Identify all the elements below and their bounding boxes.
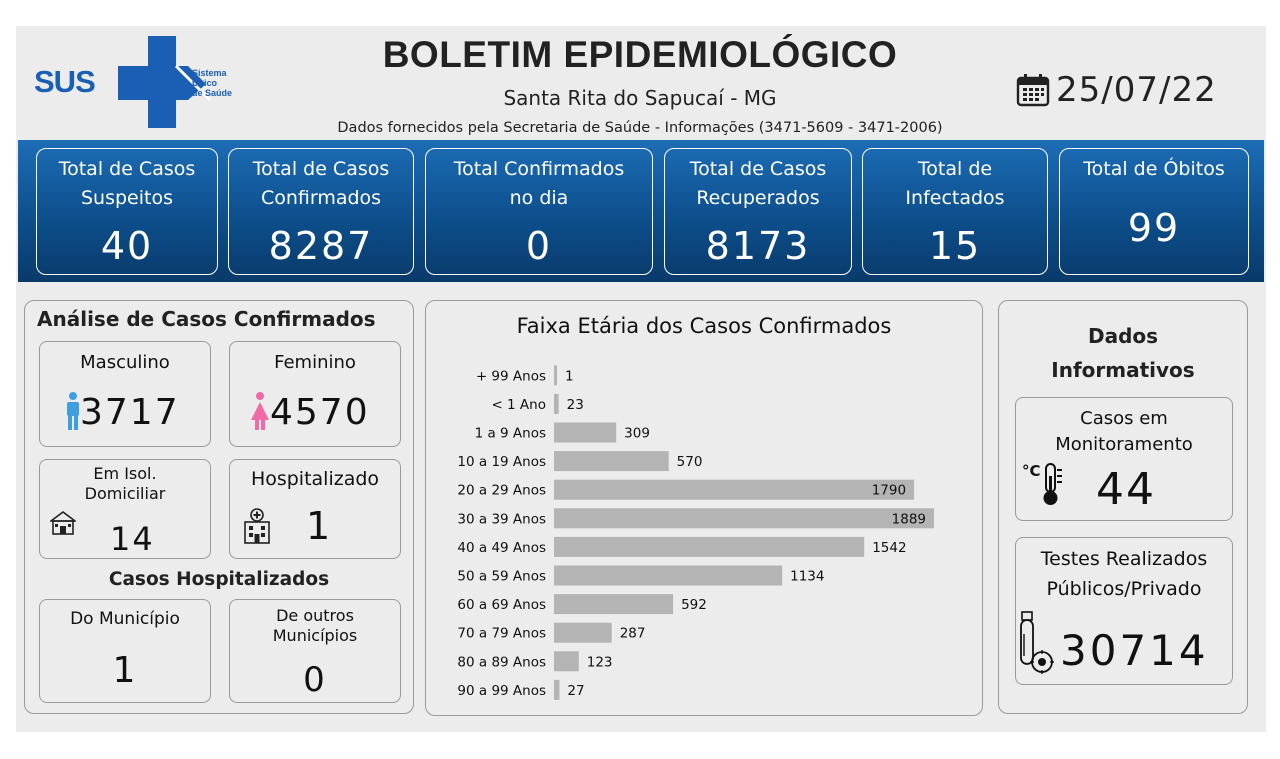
bar [554, 365, 557, 386]
category-label: < 1 Ano [491, 397, 546, 413]
bar [554, 536, 865, 557]
thermometer-icon: °C [1022, 462, 1062, 505]
page-title: BOLETIM EPIDEMIOLÓGICO [382, 34, 898, 75]
logo-subtext: Sistema Único de Saúde [192, 68, 233, 98]
bar [554, 422, 617, 443]
bar [554, 622, 612, 643]
analysis-panel: Análise de Casos Confirmados Masculino 3… [24, 300, 414, 714]
female-card: Feminino 4570 [229, 341, 401, 447]
age-bar-chart: Faixa Etária dos Casos Confirmados + 99 … [457, 314, 934, 700]
test-tube-virus-icon [1020, 611, 1054, 674]
kpi-value: 8173 [705, 224, 811, 268]
date-text: 25/07/22 [1056, 70, 1217, 110]
home-isolation-card: Em Isol. Domiciliar 14 [39, 459, 211, 559]
kpi-deaths: Total de Óbitos 99 [1059, 148, 1249, 275]
bar [554, 565, 783, 586]
kpi-recovered: Total de Casos Recuperados 8173 [664, 148, 852, 275]
value-label: 123 [587, 654, 613, 670]
info-title: Dados Informativos [1051, 324, 1195, 382]
kpi-value: 99 [1127, 206, 1181, 250]
category-label: 40 a 49 Anos [457, 540, 546, 556]
kpi-value: 8287 [268, 224, 374, 268]
hospital-icon [244, 508, 270, 544]
cross-logo-icon [118, 36, 212, 128]
value-label: 1 [565, 368, 574, 384]
male-person-icon [67, 392, 79, 430]
value-label: 1134 [790, 569, 824, 585]
bar [554, 451, 669, 472]
logo-text: SUS [34, 64, 96, 99]
bar [554, 594, 674, 615]
house-icon [50, 511, 76, 535]
category-label: 70 a 79 Anos [457, 626, 546, 642]
bar [554, 679, 560, 700]
category-label: 50 a 59 Anos [457, 569, 546, 585]
page-subtitle: Santa Rita do Sapucaí - MG [503, 86, 777, 110]
municipality-card: Do Município 1 [39, 599, 211, 703]
monitoring-card: Casos em Monitoramento °C 44 [1015, 397, 1233, 521]
calendar-icon [1016, 74, 1050, 107]
analysis-title: Análise de Casos Confirmados [37, 307, 376, 331]
kpi-value: 40 [100, 224, 154, 268]
value-label: 309 [624, 426, 650, 442]
kpi-band: Total de Casos Suspeitos 40 Total de Caso… [18, 140, 1264, 282]
value-label: 1889 [892, 511, 926, 527]
value-label: 23 [567, 397, 584, 413]
value-label: 570 [677, 454, 703, 470]
tests-card: Testes Realizados Públicos/Privado 30714 [1015, 537, 1233, 685]
bar [554, 651, 579, 672]
category-label: 30 a 39 Anos [457, 511, 546, 527]
category-label: 80 a 89 Anos [457, 654, 546, 670]
hospitalized-card: Hospitalizado 1 [229, 459, 401, 559]
category-label: 60 a 69 Anos [457, 597, 546, 613]
bar [554, 393, 559, 414]
report-date: 25/07/22 [1016, 70, 1217, 110]
category-label: 20 a 29 Anos [457, 483, 546, 499]
kpi-value: 0 [525, 224, 553, 268]
category-label: + 99 Anos [476, 368, 546, 384]
value-label: 1542 [872, 540, 906, 556]
category-label: 10 a 19 Anos [457, 454, 546, 470]
svg-text:°C: °C [1022, 462, 1041, 480]
age-chart-panel: Faixa Etária dos Casos Confirmados + 99 … [425, 300, 983, 716]
female-person-icon [251, 392, 269, 430]
sus-logo: SUS Sistema Único de Saúde [34, 36, 244, 128]
kpi-infected: Total de Infectados 15 [862, 148, 1048, 275]
info-panel: Dados Informativos Casos em Monitorament… [998, 300, 1248, 714]
other-municipalities-card: De outros Municípios 0 [229, 599, 401, 703]
hospitalized-section-title: Casos Hospitalizados [108, 569, 330, 590]
kpi-confirmed: Total de Casos Confirmados 8287 [228, 148, 414, 275]
male-card: Masculino 3717 [39, 341, 211, 447]
value-label: 287 [620, 626, 646, 642]
value-label: 1790 [872, 483, 906, 499]
bar [554, 508, 934, 529]
category-label: 1 a 9 Anos [475, 426, 546, 442]
chart-title: Faixa Etária dos Casos Confirmados [517, 314, 892, 338]
value-label: 592 [681, 597, 707, 613]
kpi-suspected: Total de Casos Suspeitos 40 [36, 148, 218, 275]
value-label: 27 [567, 683, 584, 699]
kpi-confirmed-today: Total Confirmados no dia 0 [425, 148, 653, 275]
category-label: 90 a 99 Anos [457, 683, 546, 699]
kpi-value: 15 [928, 224, 982, 268]
data-source-note: Dados fornecidos pela Secretaria de Saúd… [337, 120, 943, 136]
bar [554, 479, 915, 500]
